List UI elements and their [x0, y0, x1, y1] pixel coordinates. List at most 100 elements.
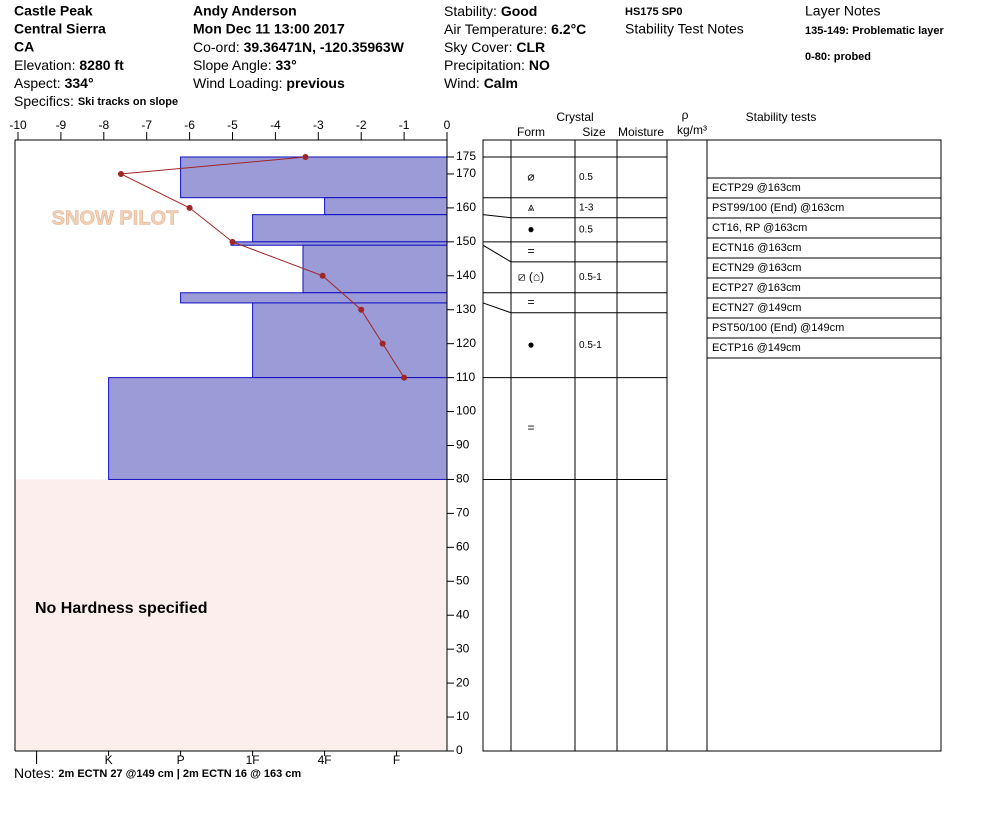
- table-header: Form: [517, 125, 545, 139]
- depth-tick-label: 150: [456, 234, 476, 248]
- field-label: Air Temperature:: [444, 21, 547, 37]
- header-field: Slope Angle: 33°: [193, 57, 297, 73]
- temp-tick-label: 0: [444, 118, 451, 132]
- depth-tick-label: 20: [456, 675, 470, 689]
- temp-tick-label: -5: [227, 118, 238, 132]
- header-field: Specifics: Ski tracks on slope: [14, 93, 178, 109]
- layer-boundary: [482, 244, 667, 263]
- field-value: 33°: [276, 57, 297, 73]
- table-header: Stability tests: [746, 110, 817, 124]
- layer-boundary: [482, 214, 667, 219]
- temperature-point: [302, 153, 309, 160]
- depth-tick-label: 80: [456, 472, 470, 486]
- depth-tick-label: 120: [456, 336, 476, 350]
- temp-tick-label: -2: [356, 118, 367, 132]
- depth-tick-label: 100: [456, 404, 476, 418]
- field-label: Stability:: [444, 3, 497, 19]
- temperature-point: [379, 340, 386, 347]
- header-text: 135-149: Problematic layer: [805, 25, 945, 37]
- hardness-bar: [180, 292, 448, 304]
- temperature-point: [186, 204, 193, 211]
- stability-test: ECTP27 @163cm: [712, 282, 801, 294]
- stability-test: ECTN29 @163cm: [712, 262, 801, 274]
- crystal-size: 0.5-1: [579, 272, 602, 283]
- field-label: Aspect:: [14, 75, 61, 91]
- depth-tick-label: 160: [456, 200, 476, 214]
- header-field: Precipitation: NO: [444, 57, 550, 73]
- field-label: Specifics:: [14, 93, 74, 109]
- temp-tick-label: -9: [56, 118, 67, 132]
- crystal-form: ⩓: [528, 200, 535, 214]
- field-value: 8280 ft: [79, 57, 124, 73]
- hardness-bar: [252, 302, 448, 379]
- field-label: Precipitation:: [444, 57, 525, 73]
- depth-tick-label: 130: [456, 302, 476, 316]
- hardness-bar: [324, 197, 448, 216]
- header-text: Andy Anderson: [193, 3, 297, 19]
- header-field: Co-ord: 39.36471N, -120.35963W: [193, 39, 405, 55]
- field-value: previous: [286, 75, 345, 91]
- stability-test: PST50/100 (End) @149cm: [712, 322, 844, 334]
- depth-tick-label: 90: [456, 438, 470, 452]
- field-label: Wind:: [444, 75, 480, 91]
- header-text: Mon Dec 11 13:00 2017: [193, 21, 345, 37]
- hardness-bar: [252, 214, 448, 243]
- temperature-point: [319, 272, 326, 279]
- temperature-point: [401, 374, 408, 381]
- stability-test: PST99/100 (End) @163cm: [712, 202, 844, 214]
- header-field: Sky Cover: CLR: [444, 39, 545, 55]
- header-field: Elevation: 8280 ft: [14, 57, 124, 73]
- field-value: CLR: [516, 39, 545, 55]
- stability-test: ECTN16 @163cm: [712, 242, 801, 254]
- temp-tick-label: -10: [9, 118, 27, 132]
- crystal-size: 0.5: [579, 224, 593, 235]
- hardness-tick-label: K: [105, 753, 113, 767]
- table-frame: [482, 139, 942, 752]
- table-header: Crystal: [556, 110, 593, 124]
- temp-tick-label: -7: [141, 118, 152, 132]
- header-field: Aspect: 334°: [14, 75, 94, 91]
- header-field: Wind Loading: previous: [193, 75, 345, 91]
- depth-tick-label: 50: [456, 573, 470, 587]
- crystal-size: 0.5-1: [579, 340, 602, 351]
- notes: Notes: 2m ECTN 27 @149 cm | 2m ECTN 16 @…: [14, 765, 301, 781]
- temp-tick-label: -3: [313, 118, 324, 132]
- field-value: NO: [529, 57, 550, 73]
- temperature-point: [358, 306, 365, 313]
- table-header: Moisture: [618, 125, 664, 139]
- stability-test: ECTP16 @149cm: [712, 342, 801, 354]
- hardness-bar: [180, 156, 448, 199]
- no-hardness-region: [15, 479, 447, 751]
- field-label: Sky Cover:: [444, 39, 512, 55]
- stability-test: ECTN27 @149cm: [712, 302, 801, 314]
- field-label: Co-ord:: [193, 39, 240, 55]
- temperature-point: [229, 238, 236, 245]
- header-text: Layer Notes: [805, 3, 880, 19]
- header-text: Stability Test Notes: [625, 21, 744, 37]
- hardness-tick-label: I: [35, 753, 38, 767]
- crystal-form: ⧄ (⌂): [518, 269, 544, 283]
- header-field: Air Temperature: 6.2°C: [444, 21, 586, 37]
- depth-tick-label: 0: [456, 743, 463, 757]
- depth-tick-label: 70: [456, 506, 470, 520]
- header-text: Central Sierra: [14, 21, 106, 37]
- depth-tick-label: 10: [456, 709, 470, 723]
- notes-label: Notes:: [14, 765, 54, 781]
- stability-test: CT16, RP @163cm: [712, 222, 807, 234]
- table-header: ρ: [682, 108, 689, 122]
- field-label: Wind Loading:: [193, 75, 283, 91]
- crystal-form: =: [527, 244, 534, 258]
- depth-tick-label: 40: [456, 607, 470, 621]
- header-field: Stability: Good: [444, 3, 537, 19]
- temp-tick-label: -6: [184, 118, 195, 132]
- header-text: Castle Peak: [14, 3, 93, 19]
- crystal-form: =: [527, 295, 534, 309]
- temp-tick-label: -1: [399, 118, 410, 132]
- hardness-tick-label: P: [177, 753, 185, 767]
- field-value: Calm: [484, 75, 518, 91]
- crystal-form: =: [527, 421, 534, 435]
- table-header: kg/m³: [677, 123, 707, 137]
- field-label: Elevation:: [14, 57, 75, 73]
- depth-tick-label: 140: [456, 268, 476, 282]
